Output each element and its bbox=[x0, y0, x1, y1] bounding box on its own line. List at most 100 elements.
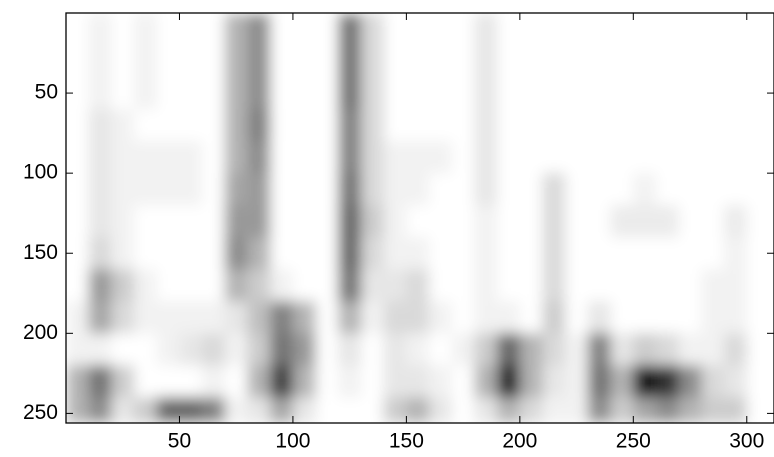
heat-cell bbox=[656, 365, 680, 398]
heat-cell bbox=[111, 205, 135, 238]
heat-cell bbox=[383, 205, 407, 238]
heat-cell bbox=[519, 205, 544, 238]
heat-cell bbox=[406, 205, 430, 238]
heat-cell bbox=[429, 109, 453, 142]
heat-cell bbox=[474, 45, 498, 78]
heat-cell bbox=[224, 205, 249, 238]
heat-cell bbox=[111, 173, 135, 206]
heat-cell bbox=[656, 45, 680, 78]
heat-cell bbox=[451, 365, 475, 398]
heat-cell bbox=[202, 333, 226, 366]
heat-cell bbox=[361, 77, 385, 110]
heat-cell bbox=[519, 397, 544, 423]
heat-cell bbox=[429, 333, 453, 366]
heat-cell bbox=[519, 141, 544, 174]
heat-cell bbox=[179, 397, 203, 423]
heat-cell bbox=[111, 397, 135, 423]
heat-cell bbox=[270, 173, 294, 206]
heat-cell bbox=[111, 333, 135, 366]
heat-cell bbox=[678, 365, 702, 398]
heat-cell bbox=[270, 141, 294, 174]
heat-cell bbox=[66, 141, 90, 174]
heat-cell bbox=[474, 397, 498, 423]
x-tick-label: 300 bbox=[729, 430, 764, 453]
heat-cell bbox=[724, 237, 748, 270]
heat-cell bbox=[587, 365, 612, 398]
heat-cell bbox=[156, 141, 180, 174]
heat-cell bbox=[633, 13, 657, 46]
heat-cell bbox=[88, 205, 112, 238]
heat-cell bbox=[247, 269, 271, 302]
heat-cell bbox=[587, 45, 612, 78]
heat-cell bbox=[338, 141, 362, 174]
heat-cell bbox=[497, 173, 521, 206]
heat-cell bbox=[519, 333, 544, 366]
heat-cell bbox=[724, 397, 748, 423]
heat-cell bbox=[678, 45, 702, 78]
heat-cell bbox=[497, 237, 521, 270]
heat-cell bbox=[292, 141, 317, 174]
heat-cell bbox=[88, 237, 112, 270]
heat-cell bbox=[111, 109, 135, 142]
heat-cell bbox=[338, 173, 362, 206]
heat-cell bbox=[292, 205, 317, 238]
heat-cell bbox=[361, 141, 385, 174]
heat-cell bbox=[633, 237, 657, 270]
x-tick-label: 150 bbox=[389, 430, 424, 453]
y-tick-label: 250 bbox=[23, 401, 58, 424]
heat-cell bbox=[292, 109, 317, 142]
heat-cell bbox=[656, 13, 680, 46]
heat-cell bbox=[247, 301, 271, 334]
heat-cell bbox=[383, 45, 407, 78]
heat-cell bbox=[406, 173, 430, 206]
heat-cell bbox=[315, 365, 339, 398]
heat-cell bbox=[383, 77, 407, 110]
heat-cell bbox=[156, 77, 180, 110]
heat-cell bbox=[701, 397, 725, 423]
heat-cell bbox=[315, 237, 339, 270]
heat-cell bbox=[633, 333, 657, 366]
heat-cell bbox=[542, 237, 566, 270]
heat-cell bbox=[429, 237, 453, 270]
heat-cell bbox=[88, 397, 112, 423]
heat-cell bbox=[497, 301, 521, 334]
heat-cell bbox=[292, 333, 317, 366]
heat-cell bbox=[179, 269, 203, 302]
heat-cell bbox=[724, 45, 748, 78]
heat-cell bbox=[633, 365, 657, 398]
heat-cell bbox=[156, 237, 180, 270]
heat-cell bbox=[746, 173, 774, 206]
heat-cell bbox=[338, 13, 362, 46]
heat-cell bbox=[111, 301, 135, 334]
heat-cell bbox=[746, 13, 774, 46]
heat-cell bbox=[678, 141, 702, 174]
heat-cell bbox=[338, 269, 362, 302]
heat-cell bbox=[497, 141, 521, 174]
heat-cell bbox=[474, 205, 498, 238]
heat-cell bbox=[542, 141, 566, 174]
heat-cell bbox=[315, 333, 339, 366]
heat-cell bbox=[88, 269, 112, 302]
heat-cell bbox=[361, 173, 385, 206]
x-tick-label: 250 bbox=[616, 430, 651, 453]
heat-cell bbox=[134, 301, 158, 334]
heat-cell bbox=[361, 13, 385, 46]
heat-cell bbox=[429, 77, 453, 110]
heat-cell bbox=[633, 77, 657, 110]
heat-cell bbox=[451, 13, 475, 46]
heat-cell bbox=[224, 333, 249, 366]
heat-cell bbox=[66, 397, 90, 423]
heat-cell bbox=[610, 13, 634, 46]
heat-cell bbox=[451, 173, 475, 206]
heat-cell bbox=[88, 77, 112, 110]
heat-cell bbox=[338, 77, 362, 110]
heat-cell bbox=[383, 109, 407, 142]
heat-cell bbox=[724, 141, 748, 174]
heat-cell bbox=[406, 77, 430, 110]
heat-cell bbox=[66, 77, 90, 110]
heat-cell bbox=[519, 301, 544, 334]
heat-cell bbox=[587, 13, 612, 46]
heat-cell bbox=[361, 237, 385, 270]
x-tick-label: 100 bbox=[275, 430, 310, 453]
